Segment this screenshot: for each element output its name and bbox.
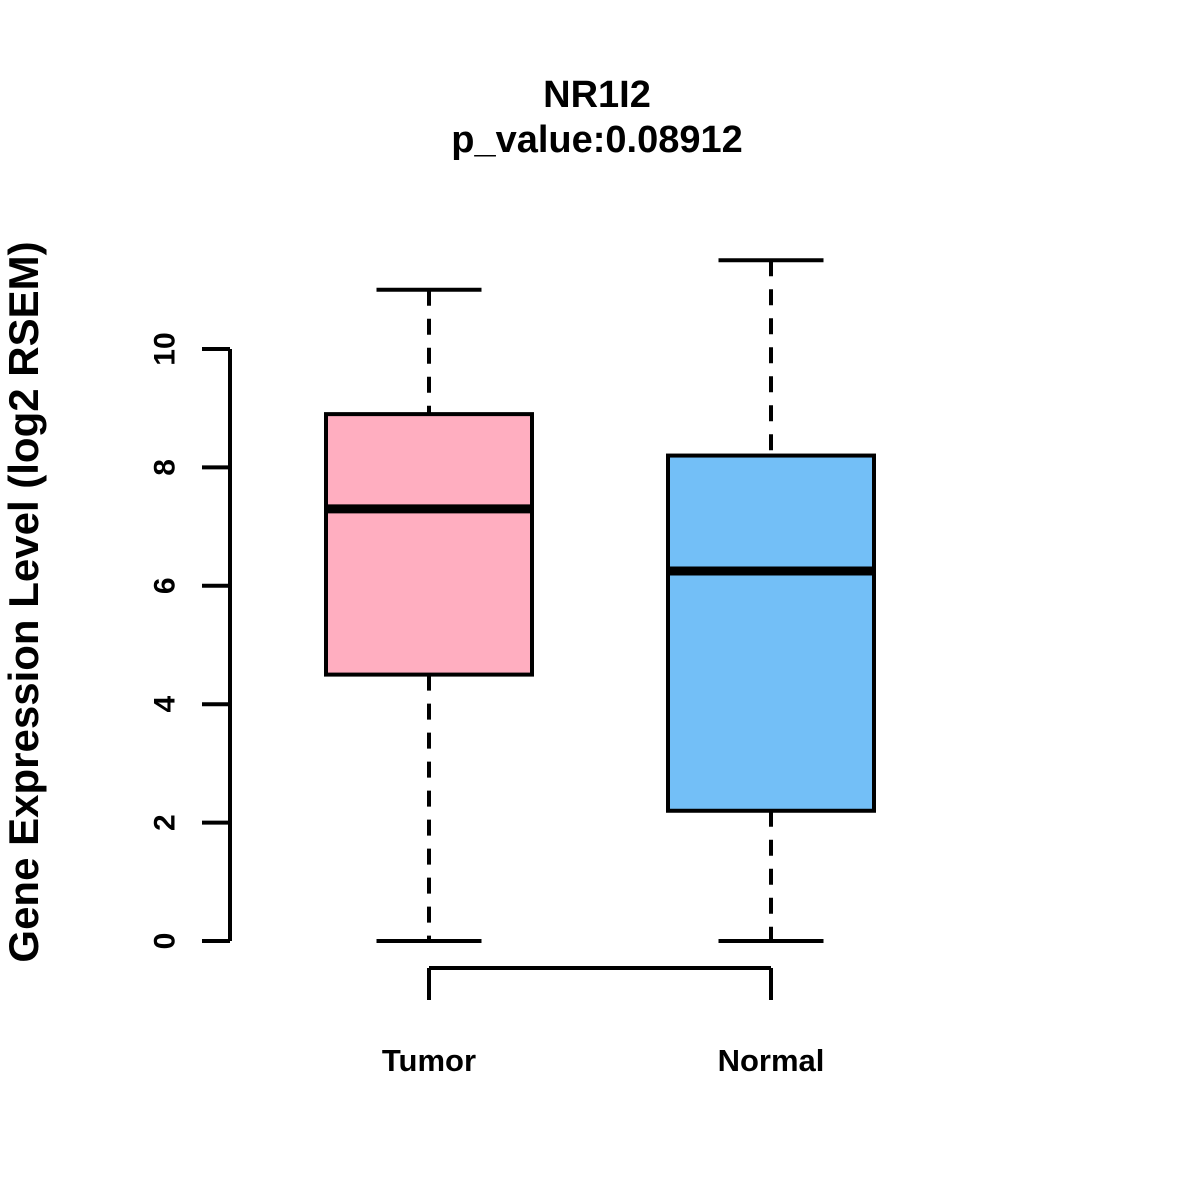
y-axis-label: Gene Expression Level (log2 RSEM) [0, 241, 47, 962]
chart-title: NR1I2 [543, 74, 651, 116]
y-axis: 0 2 4 6 8 10 [149, 332, 232, 950]
x-axis [427, 966, 773, 1000]
chart-subtitle: p_value:0.08912 [451, 119, 743, 161]
y-tick-label: 8 [149, 459, 182, 476]
x-label-normal: Normal [718, 1043, 825, 1078]
y-tick-label: 4 [149, 696, 182, 713]
tumor-box [324, 412, 534, 677]
boxes [324, 258, 876, 943]
normal-box [666, 453, 876, 813]
y-tick-label: 10 [149, 332, 182, 365]
x-label-tumor: Tumor [382, 1043, 476, 1078]
y-tick-label: 2 [149, 814, 182, 831]
y-tick-label: 0 [149, 933, 182, 950]
y-tick-label: 6 [149, 577, 182, 594]
